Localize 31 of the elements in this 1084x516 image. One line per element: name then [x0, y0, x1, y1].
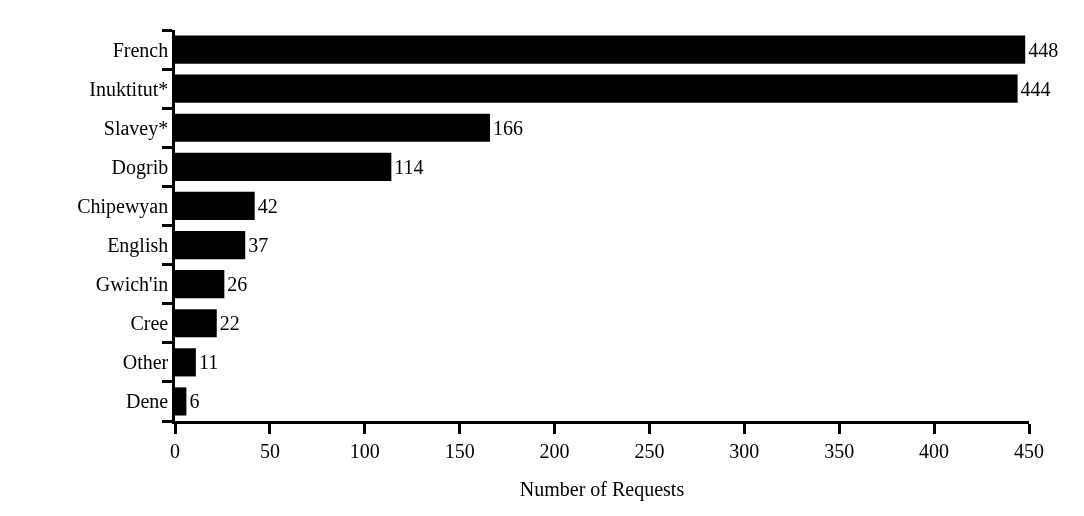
data-label: 448	[1028, 38, 1059, 61]
x-tick-label: 50	[259, 439, 280, 462]
x-tick-label: 100	[349, 439, 380, 462]
x-tick-label: 150	[444, 439, 475, 462]
data-label: 26	[227, 273, 248, 296]
x-axis-title: Number of Requests	[519, 478, 685, 502]
data-label: 6	[189, 390, 200, 413]
x-tick-label: 200	[539, 439, 570, 462]
y-tick-label: Cree	[130, 312, 169, 335]
x-tick-label: 0	[170, 439, 180, 462]
y-tick-label: Slavey*	[103, 116, 169, 140]
y-tick-label: English	[107, 234, 169, 258]
y-tick-label: Dogrib	[111, 155, 169, 179]
y-tick-label: Inuktitut*	[89, 77, 169, 100]
data-label: 114	[394, 155, 424, 178]
data-label: 42	[257, 194, 278, 217]
y-tick-label: Dene	[126, 390, 169, 413]
y-tick-label: Other	[122, 351, 169, 374]
data-label: 37	[248, 234, 269, 257]
x-tick-label: 250	[634, 439, 665, 462]
y-tick-label: Gwich'in	[95, 273, 169, 296]
data-label: 11	[198, 351, 219, 374]
x-tick-label: 300	[729, 439, 760, 462]
data-label: 22	[219, 312, 240, 335]
x-tick-label: 350	[824, 439, 855, 462]
x-tick-label: 400	[919, 439, 950, 462]
y-tick-label: French	[112, 38, 169, 61]
data-label: 444	[1020, 77, 1051, 100]
x-tick-label: 450	[1014, 439, 1044, 462]
data-label: 166	[493, 116, 524, 139]
y-tick-label: Chipewyan	[77, 194, 169, 218]
